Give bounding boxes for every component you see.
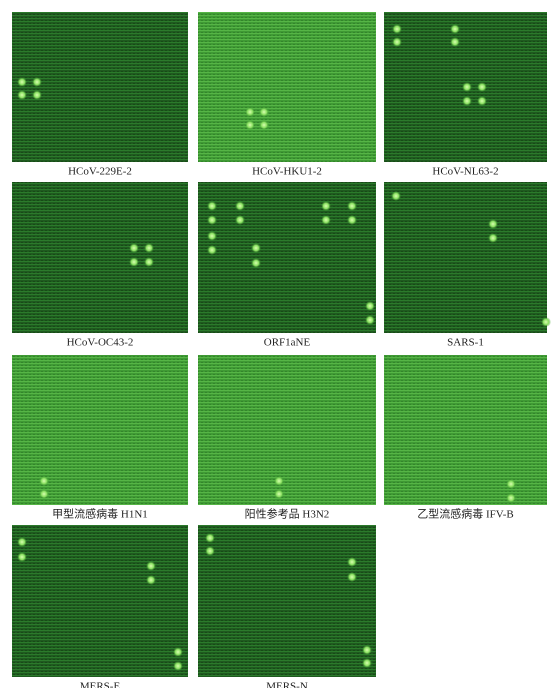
- panel-caption: SARS-1: [447, 337, 484, 349]
- panel-caption: HCoV-OC43-2: [67, 337, 134, 349]
- spot: [365, 315, 375, 325]
- array-image: [12, 525, 188, 677]
- array-image: [384, 355, 547, 505]
- panel-caption: 阳性参考品 H3N2: [245, 507, 330, 521]
- array-image: [12, 355, 188, 505]
- spot: [32, 77, 42, 87]
- spot: [235, 201, 245, 211]
- spot: [245, 120, 255, 130]
- panel: 阳性参考品 H3N2: [198, 355, 376, 521]
- spot: [245, 107, 255, 117]
- spot: [146, 575, 156, 585]
- array-image: [198, 355, 376, 505]
- spot: [488, 219, 498, 229]
- spot: [347, 572, 357, 582]
- spot: [274, 476, 284, 486]
- spot: [207, 201, 217, 211]
- spot: [391, 191, 401, 201]
- spot: [259, 120, 269, 130]
- spot: [173, 647, 183, 657]
- spot: [146, 561, 156, 571]
- spot: [32, 90, 42, 100]
- spot: [347, 201, 357, 211]
- spot: [205, 533, 215, 543]
- spot: [129, 243, 139, 253]
- array-image: [198, 525, 376, 677]
- panel: MERS-N: [198, 525, 376, 688]
- panel: HCoV-229E-2: [12, 12, 188, 178]
- panel-caption: MERS-N: [266, 681, 308, 688]
- spot: [450, 24, 460, 34]
- spot: [321, 215, 331, 225]
- spot: [207, 215, 217, 225]
- spot: [17, 90, 27, 100]
- panel: ORF1aNE: [198, 182, 376, 349]
- spot: [39, 476, 49, 486]
- spot: [235, 215, 245, 225]
- array-image: [12, 12, 188, 162]
- panel: HCoV-HKU1-2: [198, 12, 376, 178]
- spot: [506, 479, 516, 489]
- spot: [477, 96, 487, 106]
- spot: [506, 493, 516, 503]
- spot: [39, 489, 49, 499]
- spot: [17, 552, 27, 562]
- spot: [347, 215, 357, 225]
- spot: [462, 82, 472, 92]
- spot: [392, 24, 402, 34]
- spot: [362, 658, 372, 668]
- array-image: [12, 182, 188, 333]
- spot: [274, 489, 284, 499]
- panel-caption: MERS-E: [80, 681, 121, 688]
- panel: MERS-E: [12, 525, 188, 688]
- panel-caption: HCoV-HKU1-2: [252, 166, 322, 178]
- spot: [144, 257, 154, 267]
- spot: [488, 233, 498, 243]
- spot: [462, 96, 472, 106]
- spot: [450, 37, 460, 47]
- spot: [362, 645, 372, 655]
- panel-caption: ORF1aNE: [264, 337, 311, 349]
- panel-caption: HCoV-NL63-2: [432, 166, 498, 178]
- spot: [259, 107, 269, 117]
- array-image: [198, 12, 376, 162]
- panel-caption: 乙型流感病毒 IFV-B: [417, 507, 513, 521]
- spot: [205, 546, 215, 556]
- panel-caption: HCoV-229E-2: [68, 166, 132, 178]
- spot: [144, 243, 154, 253]
- spot: [207, 231, 217, 241]
- spot: [321, 201, 331, 211]
- panel: 甲型流感病毒 H1N1: [12, 355, 188, 521]
- spot: [129, 257, 139, 267]
- spot: [347, 557, 357, 567]
- spot: [365, 301, 375, 311]
- spot: [173, 661, 183, 671]
- panel: SARS-1: [384, 182, 551, 349]
- panel-caption: 甲型流感病毒 H1N1: [52, 507, 148, 521]
- spot: [392, 37, 402, 47]
- spot: [251, 258, 261, 268]
- panel: HCoV-NL63-2: [384, 12, 547, 178]
- spot: [207, 245, 217, 255]
- spot: [251, 243, 261, 253]
- spot: [541, 317, 551, 327]
- array-image: [384, 182, 547, 333]
- panel: HCoV-OC43-2: [12, 182, 188, 349]
- spot: [477, 82, 487, 92]
- panel: 乙型流感病毒 IFV-B: [384, 355, 547, 521]
- figure: HCoV-229E-2 HCoV-HKU1-2 HCoV-NL63-2 HCoV-OC…: [0, 0, 552, 688]
- panels: HCoV-229E-2 HCoV-HKU1-2 HCoV-NL63-2 HCoV-OC…: [12, 12, 551, 688]
- spot: [17, 77, 27, 87]
- spot: [17, 537, 27, 547]
